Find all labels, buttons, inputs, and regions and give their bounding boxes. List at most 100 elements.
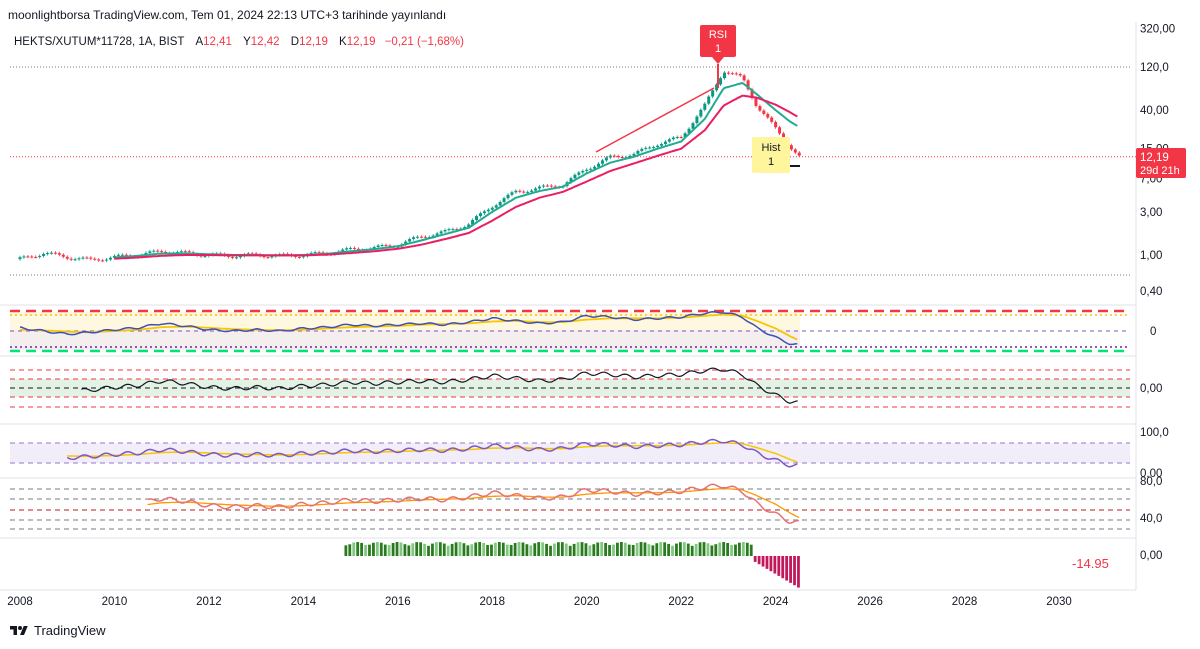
candle-body [97,259,101,261]
candle-body [703,103,707,110]
hist-bar [560,542,564,556]
hist-bar [757,556,761,565]
candle-body [687,128,691,134]
candle-body [608,155,612,158]
candle-body [518,190,522,192]
candle-body [502,198,506,202]
hist-signal-marker[interactable]: Hist 1 [752,137,800,173]
x-tick-label: 2010 [102,596,128,608]
hist-bar [789,556,792,583]
hist-bar [431,543,434,556]
price-pane-guides [10,66,1136,276]
hist-bar [368,544,371,556]
x-tick-label: 2020 [574,596,600,608]
open-label: A [195,36,204,48]
candle-body [742,75,746,81]
pane1-axis-label: 0 [1150,326,1156,338]
candle-body [691,123,695,129]
bar-countdown: 29d 21h [1140,165,1180,177]
pane4-axis-label-bottom: 40,0 [1140,513,1162,525]
candle-body [722,72,726,79]
candle-body [266,257,270,259]
hist-bar [395,542,399,556]
pane1-signal-line [19,313,798,341]
candle-body [183,251,187,253]
candle-body [376,245,380,248]
hist-bar [797,556,800,588]
hist-bar [596,542,600,556]
candle-body [782,133,786,140]
trendline[interactable] [595,87,715,153]
candle-body [719,78,723,85]
hist-bar [375,542,379,556]
hist-bar [529,545,533,556]
x-tick-label: 2024 [763,596,789,608]
hist-bar [781,556,785,579]
candle-body [534,188,538,191]
hist-bar [415,542,419,556]
candle-body [467,224,471,228]
hist-bar [773,556,777,574]
rsi-marker-label: RSI [709,29,727,41]
candle-body [435,233,439,236]
candle-body [510,192,514,195]
pane3-axis-label-bottom: 0,00 [1140,468,1162,480]
ema-slow-line [114,94,798,260]
candle-body [553,186,557,188]
candle-body [545,185,549,187]
hist-bar [486,544,489,556]
rsi-signal-marker[interactable]: RSI 1 [700,25,736,88]
candle-body [439,231,443,234]
candle-body [254,253,258,255]
hist-bar [383,544,387,556]
candle-body [789,145,793,150]
close-value: 12,19 [346,36,376,48]
moving-averages [114,81,798,260]
candle-body [93,258,97,260]
symbol-name[interactable]: HEKTS/XUTUM*11728, 1A, BIST [14,36,185,48]
hist-bar [635,542,639,556]
candle-body [152,250,156,252]
candle-body [415,236,419,238]
hist-bar [545,543,548,556]
pane4-oscillator-line [147,483,799,524]
indicator-pane-1 [10,309,1130,353]
hist-bar [494,542,497,556]
candle-body [597,163,601,167]
candle-body [494,205,498,208]
rsi-marker-count: 1 [715,43,721,55]
hist-bar [730,545,733,556]
hist-bar [454,542,458,556]
hist-bar [793,556,796,586]
x-tick-label: 2016 [385,596,411,608]
hist-bar [556,542,560,556]
candle-body [112,255,116,258]
tradingview-logo-icon [10,625,28,635]
candle-body [758,105,762,111]
hist-bar [553,543,556,556]
candle-body [770,117,774,122]
candle-body [541,185,545,187]
hist-bar [682,542,686,556]
candle-body [734,73,738,75]
hist-bar [372,542,375,556]
hist-bar [741,542,745,556]
candle-body [726,72,730,74]
hist-bar [608,545,611,556]
hist-bar [399,542,403,556]
hist-bar [675,543,678,556]
candle-body [22,256,26,258]
candle-body [644,147,648,149]
hist-bar [344,545,348,556]
candle-body [341,249,345,252]
hist-bar [501,542,505,556]
histogram-bars [344,542,800,588]
candle-body [203,256,207,258]
candle-body [667,139,671,142]
x-tick-label: 2008 [7,596,33,608]
candle-body [455,229,459,231]
candle-body [730,73,734,75]
y-tick-label: 3,00 [1140,207,1162,219]
pane4-axis-label-top: 80,0 [1140,476,1162,488]
